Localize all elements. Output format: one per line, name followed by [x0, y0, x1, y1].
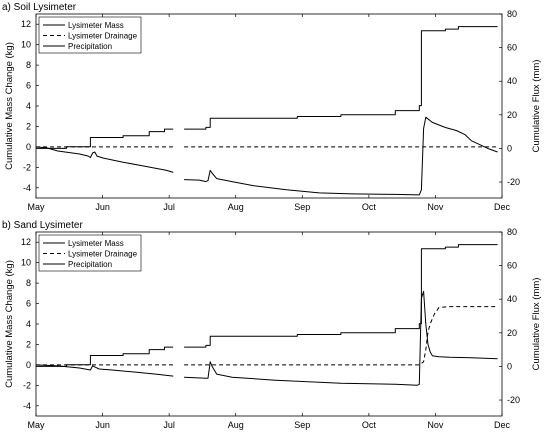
y2-axis-title: Cumulative Flux (mm): [531, 60, 542, 153]
x-tick-label: Oct: [362, 202, 377, 212]
y-axis-title: Cumulative Mass Change (kg): [4, 260, 15, 388]
y-axis-title: Cumulative Mass Change (kg): [4, 42, 15, 170]
y2-tick-label: 80: [507, 9, 517, 19]
y2-tick-label: -20: [507, 177, 520, 187]
y2-tick-label: 60: [507, 261, 517, 271]
y2-tick-label: 0: [507, 361, 512, 371]
y-tick-label: 2: [26, 121, 31, 131]
legend: Lysimeter Mass Lysimeter DrainagePrecipit…: [38, 16, 142, 54]
y-tick-label: 6: [26, 299, 31, 309]
y-tick-label: -4: [23, 401, 31, 411]
panel-title: b) Sand Lysimeter: [2, 220, 83, 231]
x-tick-label: Nov: [427, 202, 444, 212]
y2-tick-label: 20: [507, 328, 517, 338]
y-tick-label: 10: [21, 40, 31, 50]
y-tick-label: 8: [26, 60, 31, 70]
y2-tick-label: 0: [507, 143, 512, 153]
x-tick-label: Jun: [95, 202, 110, 212]
y2-tick-label: 80: [507, 227, 517, 237]
x-tick-label: Dec: [494, 420, 511, 430]
y-tick-label: 12: [21, 19, 31, 29]
y-tick-label: -4: [23, 183, 31, 193]
x-tick-label: Jul: [163, 202, 175, 212]
y2-tick-label: -20: [507, 395, 520, 405]
legend-box: [38, 16, 142, 54]
series-line-lysimeter-drainage: [184, 306, 498, 366]
y2-axis-title: Cumulative Flux (mm): [531, 278, 542, 371]
y-tick-label: 2: [26, 339, 31, 349]
legend-label: Precipitation: [68, 42, 112, 51]
x-tick-label: May: [27, 202, 45, 212]
x-tick-label: Sep: [294, 420, 310, 430]
x-tick-label: Jun: [95, 420, 110, 430]
y2-tick-label: 40: [507, 294, 517, 304]
legend-label: Lysimeter Mass: [68, 21, 124, 30]
series-line-precipitation: [36, 128, 174, 149]
y-tick-label: 10: [21, 258, 31, 268]
panel-title: a) Soil Lysimeter: [2, 2, 77, 13]
y-tick-label: 6: [26, 81, 31, 91]
legend-label: Lysimeter Drainage: [68, 32, 138, 41]
chart-panel-2: b) Sand Lysimeter May Jun Jul Aug Sep Oct Nov De…: [2, 220, 542, 430]
chart-panel-1: a) Soil Lysimeter May Jun Jul Aug Sep Oct Nov De…: [2, 2, 542, 212]
x-tick-label: Oct: [362, 420, 377, 430]
y-tick-label: -2: [23, 380, 31, 390]
y-tick-label: -2: [23, 162, 31, 172]
y-tick-label: 4: [26, 101, 31, 111]
series-line-lysimeter-mass: [35, 146, 174, 173]
series-line-lysimeter-mass: [35, 364, 174, 377]
series-line-precipitation: [36, 346, 174, 367]
legend-label: Precipitation: [68, 260, 112, 269]
x-tick-label: Jul: [163, 420, 175, 430]
y2-tick-label: 40: [507, 76, 517, 86]
y-tick-label: 0: [26, 142, 31, 152]
y2-tick-label: 20: [507, 110, 517, 120]
x-tick-label: Aug: [228, 420, 244, 430]
x-tick-label: Aug: [228, 202, 244, 212]
x-tick-label: Dec: [494, 202, 511, 212]
series-line-lysimeter-mass: [184, 290, 498, 386]
legend-label: Lysimeter Drainage: [68, 250, 138, 259]
y-tick-label: 12: [21, 237, 31, 247]
legend-box: [38, 234, 142, 272]
y-tick-label: 0: [26, 360, 31, 370]
legend: Lysimeter Mass Lysimeter DrainagePrecipit…: [38, 234, 142, 272]
x-tick-label: May: [27, 420, 45, 430]
y2-tick-label: 60: [507, 43, 517, 53]
series-line-lysimeter-mass: [184, 116, 498, 196]
y-tick-label: 4: [26, 319, 31, 329]
legend-label: Lysimeter Mass: [68, 239, 124, 248]
series-line-precipitation: [184, 244, 498, 348]
x-tick-label: Nov: [427, 420, 444, 430]
y-tick-label: 8: [26, 278, 31, 288]
x-tick-label: Sep: [294, 202, 310, 212]
series-line-precipitation: [184, 26, 498, 130]
